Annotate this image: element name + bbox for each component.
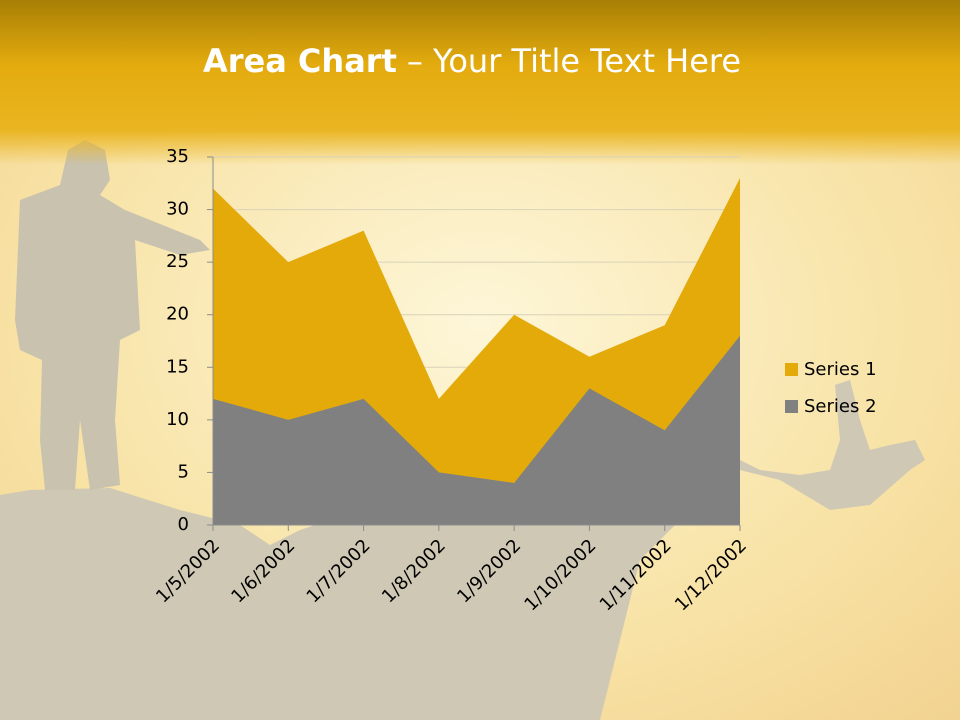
legend-swatch [785,363,798,376]
title-bold: Area Chart [203,42,397,80]
header-fade [0,130,960,165]
legend-swatch [785,400,798,413]
title: Area Chart – Your Title Text Here [203,42,741,80]
legend-label: Series 1 [804,359,877,380]
y-tick-label: 30 [166,199,189,220]
y-tick-label: 25 [166,251,189,272]
y-tick-label: 35 [166,146,189,167]
silhouette-ground [0,380,925,720]
y-tick-label: 0 [178,514,189,535]
y-tick-label: 10 [166,409,189,430]
title-rest: – Your Title Text Here [407,42,741,80]
silhouette-person [15,140,210,490]
y-tick-label: 5 [178,461,189,482]
header-band [0,0,960,130]
y-tick-label: 20 [166,304,189,325]
legend-label: Series 2 [804,396,877,417]
y-tick-label: 15 [166,356,189,377]
area [213,335,740,525]
